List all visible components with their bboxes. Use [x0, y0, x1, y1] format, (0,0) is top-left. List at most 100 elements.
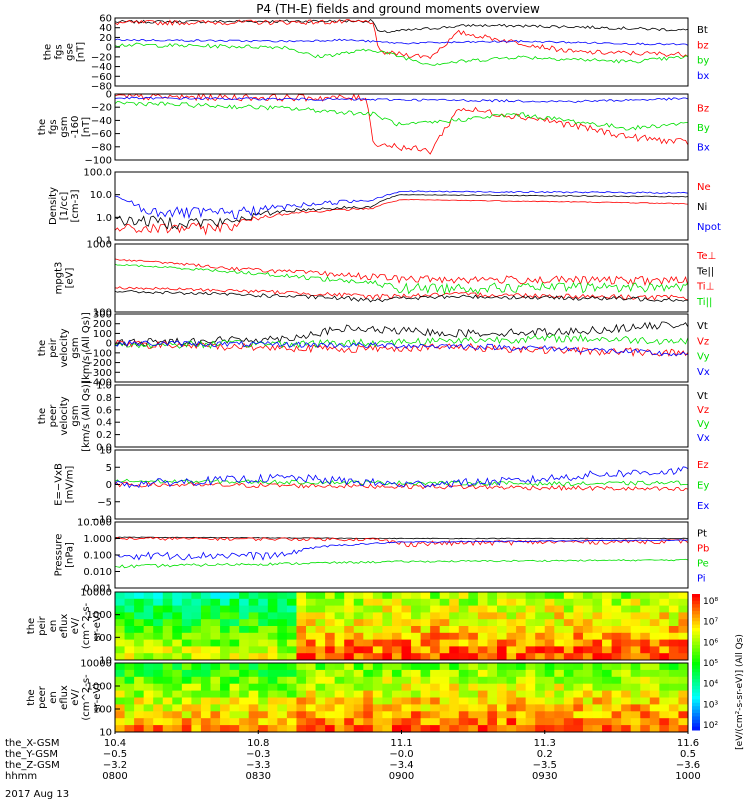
spectrogram-cell [506, 663, 517, 671]
spectrogram-cell [439, 718, 450, 726]
spectrogram-cell [382, 639, 393, 647]
x-row-label: the_X-GSM [5, 738, 59, 749]
spectrogram-cell [525, 612, 536, 620]
panel-frame [114, 591, 689, 661]
spectrogram-cell [277, 725, 288, 733]
x-tick-label-x: 11.3 [534, 738, 556, 749]
spectrogram-cell [640, 711, 651, 719]
spectrogram-cell [334, 619, 345, 627]
spectrogram-cell [659, 632, 670, 641]
spectrogram-cell [449, 718, 460, 726]
spectrogram-cell [391, 632, 402, 641]
spectrogram-cell [153, 612, 164, 620]
spectrogram-cell [535, 676, 546, 685]
spectrogram-cell [344, 718, 355, 726]
spectrogram-cell [191, 697, 202, 705]
spectrogram-cell [420, 612, 431, 620]
spectrogram-cell [659, 669, 670, 678]
spectrogram-cell [325, 697, 336, 705]
spectrogram-cell [153, 592, 164, 600]
spectrogram-cell [525, 676, 536, 685]
spectrogram-cell [468, 697, 479, 705]
spectrogram-cell [258, 690, 269, 698]
spectrogram-cell [611, 592, 622, 600]
spectrogram-cell [468, 676, 479, 685]
panel-fgs_gsm: 0 −20 −40 −60 −80 −100 thefgsgsm-160[nT] Bz By Bx [37, 90, 710, 167]
series-line-by [114, 42, 689, 66]
spectrogram-cell [592, 598, 603, 607]
spectrogram-cell [172, 690, 183, 698]
spectrogram-cell [563, 697, 574, 705]
spectrogram-cell [267, 663, 278, 671]
spectrogram-cell [315, 592, 326, 600]
spectrogram-cell [296, 697, 307, 705]
spectrogram-cell [525, 683, 536, 692]
spectrogram-cell [239, 612, 250, 620]
spectrogram-cell [401, 683, 412, 692]
spectrogram-cell [487, 646, 498, 654]
spectrogram-cell [277, 669, 288, 678]
spectrogram-cell [611, 663, 622, 671]
spectrogram-cell [296, 598, 307, 607]
spectrogram-cell [391, 646, 402, 654]
spectrogram-cell [430, 639, 441, 647]
spectrogram-cell [630, 725, 641, 733]
y-tick-label: −100 [85, 156, 112, 167]
spectrogram-cell [143, 704, 154, 712]
spectrogram-cell [277, 632, 288, 641]
spectrogram-cell [430, 704, 441, 712]
spectrogram-cell [592, 646, 603, 654]
spectrogram-cell [153, 669, 164, 678]
spectrogram-cell [200, 704, 211, 712]
spectrogram-cell [306, 690, 317, 698]
spectrogram-cell [602, 690, 613, 698]
spectrogram-cell [115, 632, 126, 641]
spectrogram-cell [258, 632, 269, 641]
y-tick-label: 10 [99, 446, 112, 457]
spectrogram-cell [134, 598, 145, 607]
spectrogram-cell [430, 690, 441, 698]
spectrogram-cell [678, 592, 689, 600]
spectrogram-cell [554, 612, 565, 620]
spectrogram-cell [325, 632, 336, 641]
y-axis-label-line: [1/cc] [59, 192, 70, 221]
y-tick-label: 0 [106, 90, 112, 101]
panel-temperature: 1000 100 mpgt3[eV] Te⊥ Te|| Ti⊥ Ti|| [54, 240, 717, 319]
legend-Te||: Te|| [696, 266, 714, 277]
colorbar-swatch [692, 624, 700, 629]
colorbar-swatch [692, 668, 700, 673]
spectrogram-cell [668, 632, 679, 641]
spectrogram-cell [124, 704, 135, 712]
series-line-Ey [114, 478, 688, 487]
spectrogram-cell [191, 669, 202, 678]
spectrogram-cell [391, 619, 402, 627]
spectrogram-cell [325, 639, 336, 647]
spectrogram-cell [640, 669, 651, 678]
spectrogram-cell [382, 598, 393, 607]
spectrogram-cell [210, 697, 221, 705]
spectrogram-cell [468, 653, 479, 661]
spectrogram-cell [611, 639, 622, 647]
spectrogram-cell [411, 697, 422, 705]
spectrogram-cell [162, 711, 173, 719]
spectrogram-cell [162, 646, 173, 654]
spectrogram-cell [391, 605, 402, 613]
spectrogram-cell [630, 626, 641, 634]
spectrogram-cell [191, 598, 202, 607]
spectrogram-cell [668, 639, 679, 647]
spectrogram-cell [449, 653, 460, 661]
spectrogram-cell [554, 704, 565, 712]
spectrogram-cell [143, 683, 154, 692]
spectrogram-cell [535, 711, 546, 719]
spectrogram-cell [430, 676, 441, 685]
spectrogram-cell [172, 653, 183, 661]
spectrogram-cell [516, 653, 527, 661]
date-label: 2017 Aug 13 [5, 789, 69, 800]
spectrogram-cell [124, 626, 135, 634]
spectrogram-cell [296, 663, 307, 671]
spectrogram-cell [315, 676, 326, 685]
spectrogram-cell [181, 653, 192, 661]
colorbar-swatch [692, 638, 700, 643]
spectrogram-cell [401, 639, 412, 647]
y-tick-label: −80 [91, 142, 112, 153]
